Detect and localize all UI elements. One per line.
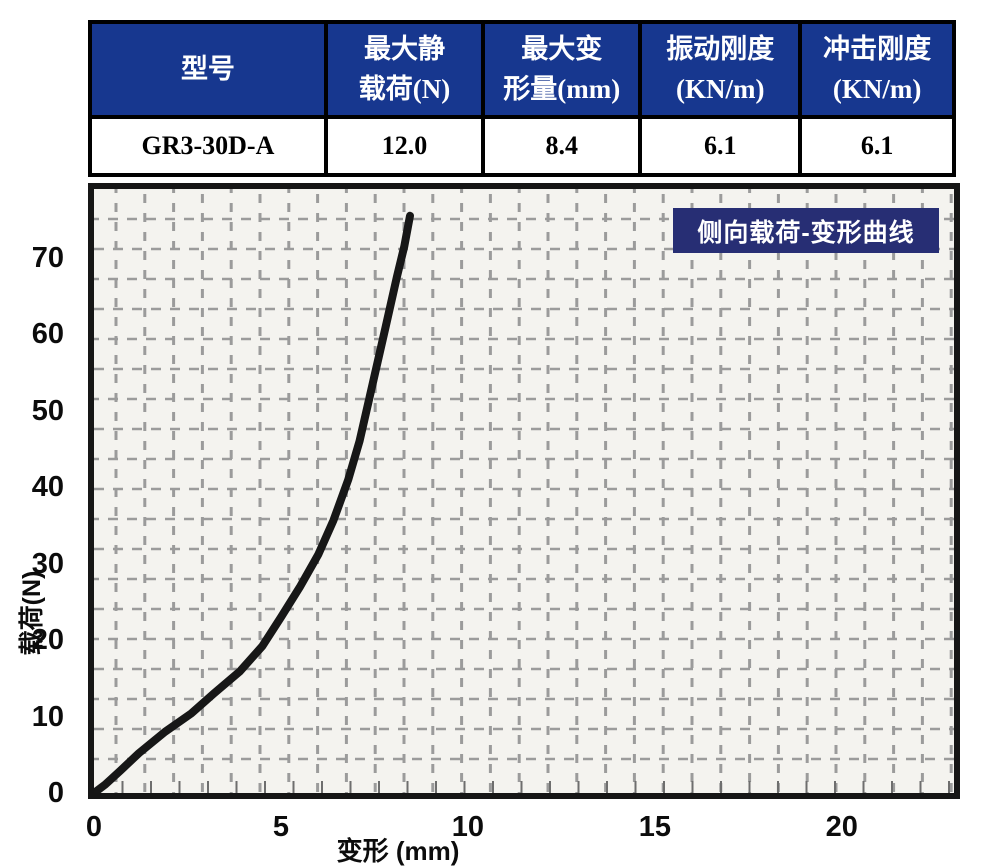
spec-table: 型号 最大静 载荷(N) 最大变 形量(mm) 振动刚度 (KN/m) 冲击刚度… [88, 20, 956, 177]
load-deformation-chart: 侧向载荷-变形曲线 [88, 183, 960, 799]
table-row: GR3-30D-A 12.0 8.4 6.1 6.1 [88, 115, 956, 177]
column-header-max-deformation: 最大变 形量(mm) [481, 20, 643, 119]
cell-impact-stiffness: 6.1 [798, 115, 956, 177]
cell-vibration-stiffness: 6.1 [638, 115, 803, 177]
column-header-max-static-load: 最大静 载荷(N) [323, 20, 486, 119]
x-tick-label: 20 [825, 811, 858, 843]
column-header-vibration-stiffness: 振动刚度 (KN/m) [638, 20, 803, 119]
y-tick-label: 20 [31, 624, 64, 657]
cell-max-deformation: 8.4 [481, 115, 643, 177]
table-header-row: 型号 最大静 载荷(N) 最大变 形量(mm) 振动刚度 (KN/m) 冲击刚度… [88, 20, 956, 119]
y-tick-label: 70 [31, 241, 64, 274]
x-tick-label: 15 [638, 811, 671, 843]
column-header-model: 型号 [88, 20, 328, 119]
y-axis-title: 载荷(N) [18, 570, 46, 656]
cell-model: GR3-30D-A [88, 115, 328, 177]
x-tick-label: 5 [272, 811, 290, 843]
x-tick-label: 0 [85, 811, 103, 843]
y-tick-label: 40 [31, 471, 64, 504]
chart-title-badge: 侧向载荷-变形曲线 [673, 208, 939, 253]
load-curve [94, 211, 414, 793]
y-tick-label: 30 [31, 547, 64, 580]
x-tick-label: 10 [451, 811, 485, 843]
column-header-impact-stiffness: 冲击刚度 (KN/m) [798, 20, 956, 119]
cell-max-static-load: 12.0 [323, 115, 486, 177]
chart-canvas [94, 189, 954, 793]
y-tick-label: 10 [31, 700, 64, 733]
y-tick-label: 0 [47, 777, 64, 809]
y-tick-label: 60 [31, 318, 64, 351]
y-tick-label: 50 [31, 394, 64, 427]
x-axis-title: 变形 (mm) [336, 836, 460, 866]
